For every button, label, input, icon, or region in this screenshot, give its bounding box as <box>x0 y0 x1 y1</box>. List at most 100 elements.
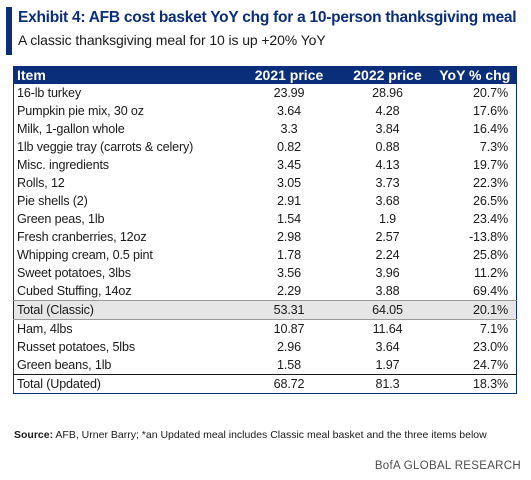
price-2022-cell: 4.28 <box>375 104 400 118</box>
brand-footer: BofA GLOBAL RESEARCH <box>374 460 521 472</box>
item-cell: 1lb veggie tray (carrots & celery) <box>17 140 194 154</box>
yoy-chg-cell: 7.3% <box>479 140 508 154</box>
item-cell: Green peas, 1lb <box>17 212 105 226</box>
table-row: Total (Classic) 53.31 64.05 20.1% <box>13 300 517 320</box>
table-row: Milk, 1-gallon whole 3.3 3.84 16.4% <box>14 120 517 138</box>
table-row: Russet potatoes, 5lbs 2.96 3.64 23.0% <box>14 338 517 356</box>
price-2022-cell: 1.97 <box>375 358 400 372</box>
column-header-2021-price: 2021 price <box>236 66 342 84</box>
price-2021-cell: 3.3 <box>280 122 298 136</box>
price-2021-cell: 0.82 <box>277 140 301 154</box>
price-2022-cell: 2.57 <box>375 230 400 244</box>
header-row: Item 2021 price 2022 price YoY % chg <box>13 66 517 84</box>
price-2021-cell: 3.64 <box>277 104 301 118</box>
yoy-chg-cell: 7.1% <box>479 322 508 336</box>
yoy-chg-cell: 23.4% <box>473 212 508 226</box>
item-cell: Misc. ingredients <box>17 158 109 172</box>
price-2021-cell: 23.99 <box>273 86 305 100</box>
price-2021-cell: 10.87 <box>273 322 305 336</box>
yoy-chg-cell: 20.7% <box>473 86 508 100</box>
price-2022-cell: 4.13 <box>375 158 400 172</box>
price-2021-cell: 2.91 <box>277 194 301 208</box>
price-2021-cell: 1.78 <box>277 248 301 262</box>
table-row: 16-lb turkey 23.99 28.96 20.7% <box>14 84 517 102</box>
item-cell: Green beans, 1lb <box>17 358 112 372</box>
price-2022-cell: 11.64 <box>372 322 403 336</box>
yoy-chg-cell: 18.3% <box>433 374 517 394</box>
item-cell: Pie shells (2) <box>17 194 88 208</box>
column-header-yoy-chg: YoY % chg <box>433 66 517 84</box>
price-2021-cell: 1.58 <box>277 358 301 372</box>
price-2022-cell: 3.88 <box>375 284 400 298</box>
item-cell: Pumpkin pie mix, 30 oz <box>17 104 144 118</box>
table-row: Green peas, 1lb 1.54 1.9 23.4% <box>14 210 517 228</box>
price-2021-cell: 2.96 <box>277 340 301 354</box>
price-2022-cell: 3.64 <box>375 340 400 354</box>
item-cell: Milk, 1-gallon whole <box>17 122 125 136</box>
item-cell: Total (Classic) <box>13 300 237 320</box>
yoy-chg-cell: -13.8% <box>468 230 508 244</box>
table-row: Pumpkin pie mix, 30 oz 3.64 4.28 17.6% <box>14 102 517 120</box>
price-2022-cell: 3.84 <box>375 122 400 136</box>
table-row: Rolls, 12 3.05 3.73 22.3% <box>14 174 517 192</box>
table-row: Cubed Stuffing, 14oz 2.29 3.88 69.4% <box>14 282 517 301</box>
price-2022-cell: 3.73 <box>375 176 400 190</box>
item-cell: Fresh cranberries, 12oz <box>17 230 147 244</box>
price-table-wrapper: Item 2021 price 2022 price YoY % chg 16-… <box>13 66 517 394</box>
item-cell: 16-lb turkey <box>17 86 81 100</box>
price-2021-cell: 1.54 <box>277 212 301 226</box>
yoy-chg-cell: 17.6% <box>473 104 508 118</box>
source-text: AFB, Urner Barry; *an Updated meal inclu… <box>53 429 487 441</box>
price-2022-cell: 81.3 <box>341 374 434 394</box>
table-row: 1lb veggie tray (carrots & celery) 0.82 0.… <box>14 138 517 156</box>
yoy-chg-cell: 24.7% <box>473 358 508 372</box>
price-2022-cell: 64.05 <box>341 300 434 320</box>
column-header-2022-price: 2022 price <box>341 66 434 84</box>
yoy-chg-cell: 69.4% <box>473 284 508 298</box>
yoy-chg-cell: 20.1% <box>433 300 517 320</box>
price-2022-cell: 2.24 <box>375 248 400 262</box>
exhibit-header: Exhibit 4: AFB cost basket YoY chg for a… <box>6 7 526 55</box>
price-table: Item 2021 price 2022 price YoY % chg 16-… <box>13 66 517 394</box>
item-cell: Russet potatoes, 5lbs <box>17 340 135 354</box>
table-row: Sweet potatoes, 3lbs 3.56 3.96 11.2% <box>14 264 517 282</box>
price-2022-cell: 1.9 <box>378 212 397 226</box>
table-row: Pie shells (2) 2.91 3.68 26.5% <box>14 192 517 210</box>
price-2022-cell: 0.88 <box>375 140 400 154</box>
exhibit-subtitle: A classic thanksgiving meal for 10 is up… <box>18 32 326 48</box>
item-cell: Whipping cream, 0.5 pint <box>17 248 153 262</box>
table-row: Whipping cream, 0.5 pint 1.78 2.24 25.8% <box>14 246 517 264</box>
item-cell: Sweet potatoes, 3lbs <box>17 266 131 280</box>
table-body: 16-lb turkey 23.99 28.96 20.7% Pumpkin pie m… <box>13 84 517 394</box>
item-cell: Rolls, 12 <box>17 176 65 190</box>
table-row: Ham, 4lbs 10.87 11.64 7.1% <box>14 320 517 339</box>
yoy-chg-cell: 19.7% <box>473 158 508 172</box>
price-2021-cell: 2.29 <box>277 284 301 298</box>
table-row: Fresh cranberries, 12oz 2.98 2.57 -13.8% <box>14 228 517 246</box>
table-row: Total (Updated) 68.72 81.3 18.3% <box>13 374 517 394</box>
source-label: Source: <box>14 429 54 441</box>
yoy-chg-cell: 22.3% <box>473 176 508 190</box>
item-cell: Total (Updated) <box>13 374 237 394</box>
price-2021-cell: 53.31 <box>236 300 342 320</box>
price-2022-cell: 28.96 <box>372 86 403 100</box>
price-2021-cell: 3.05 <box>277 176 301 190</box>
yoy-chg-cell: 16.4% <box>473 122 508 136</box>
price-2021-cell: 3.56 <box>277 266 301 280</box>
yoy-chg-cell: 26.5% <box>473 194 508 208</box>
table-row: Misc. ingredients 3.45 4.13 19.7% <box>14 156 517 174</box>
column-header-item: Item <box>13 66 237 84</box>
price-2021-cell: 2.98 <box>277 230 301 244</box>
source-note: Source: AFB, Urner Barry; *an Updated me… <box>14 428 519 442</box>
yoy-chg-cell: 25.8% <box>473 248 508 262</box>
table-row: Green beans, 1lb 1.58 1.97 24.7% <box>14 356 517 375</box>
yoy-chg-cell: 23.0% <box>473 340 508 354</box>
price-2022-cell: 3.68 <box>375 194 400 208</box>
price-2021-cell: 68.72 <box>236 374 342 394</box>
item-cell: Cubed Stuffing, 14oz <box>17 284 132 298</box>
table-header: Item 2021 price 2022 price YoY % chg <box>13 66 517 84</box>
item-cell: Ham, 4lbs <box>17 322 73 336</box>
price-2022-cell: 3.96 <box>375 266 400 280</box>
yoy-chg-cell: 11.2% <box>473 266 508 280</box>
